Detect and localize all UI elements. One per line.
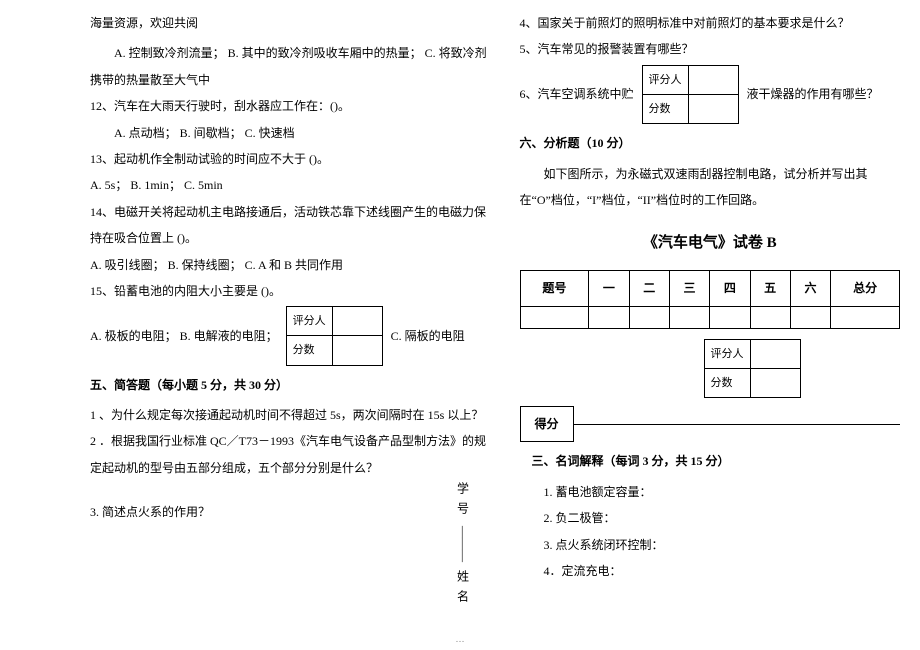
s5-q4: 4、国家关于前照灯的照明标准中对前照灯的基本要求是什么？	[520, 10, 900, 36]
question-number-table: 题号 一 二 三 四 五 六 总分	[520, 270, 900, 328]
qnum-cell: 题号	[520, 271, 589, 306]
term4: 4．定流充电：	[520, 558, 900, 584]
q15: 15、铅蓄电池的内阻大小主要是 ()。	[90, 278, 490, 304]
q15-options-row: A. 极板的电阻； B. 电解液的电阻； 评分人 分数 C. 隔板的电阻	[90, 304, 490, 367]
score-box-q6: 评分人 分数	[642, 65, 739, 124]
header-note: 海量资源，欢迎共阅	[90, 10, 490, 36]
score-label: 分数	[286, 336, 332, 365]
q12-options: A. 点动档； B. 间歇档； C. 快速档	[90, 120, 490, 146]
q14: 14、电磁开关将起动机主电路接通后，活动铁芯靠下述线圈产生的电磁力保持在吸合位置…	[90, 199, 490, 252]
s5-q5: 5、汽车常见的报警装置有哪些？	[520, 36, 900, 62]
term1: 1. 蓄电池额定容量：	[520, 479, 900, 505]
q15-options-a: A. 极板的电阻； B. 电解液的电阻；	[90, 323, 278, 349]
score-value	[332, 336, 382, 365]
scorer-value	[332, 307, 382, 336]
footer-mark: …	[456, 634, 465, 644]
qnum-cell: 一	[589, 271, 629, 306]
scorer-label: 评分人	[704, 339, 750, 368]
score-box-q15: 评分人 分数	[286, 306, 383, 365]
scorer-value	[688, 65, 738, 94]
qnum-cell: 六	[790, 271, 830, 306]
spine-name: 姓名	[455, 570, 472, 610]
s5-q6-b: 液干燥器的作用有哪些？	[747, 81, 879, 107]
defen-label: 得分	[520, 406, 574, 442]
score-value	[750, 368, 800, 397]
qnum-cell: 二	[629, 271, 669, 306]
s5-q1: 1 、为什么规定每次接通起动机时间不得超过 5s，两次间隔时在 15s 以上？	[90, 402, 490, 428]
section5-title: 五、简答题（每小题 5 分，共 30 分）	[90, 372, 490, 398]
qnum-cell: 总分	[831, 271, 900, 306]
term2: 2. 负二极管：	[520, 505, 900, 531]
qnum-cell: 五	[750, 271, 790, 306]
scorer-label: 评分人	[642, 65, 688, 94]
q11-options: A. 控制致冷剂流量； B. 其中的致冷剂吸收车厢中的热量； C. 将致冷剂携带…	[90, 40, 490, 93]
qnum-cell: 四	[710, 271, 750, 306]
s5-q6-row: 6、汽车空调系统中贮 评分人 分数 液干燥器的作用有哪些？	[520, 63, 900, 126]
scorer-label: 评分人	[286, 307, 332, 336]
score-value	[688, 94, 738, 123]
section3-title: 三、名词解释（每词 3 分，共 15 分）	[520, 448, 900, 474]
s5-q3: 3. 简述点火系的作用？	[90, 499, 490, 525]
binding-spine: 学号 ——— 姓名	[448, 10, 478, 640]
q14-options: A. 吸引线圈； B. 保持线圈； C. A 和 B 共同作用	[90, 252, 490, 278]
term3: 3. 点火系统闭环控制：	[520, 532, 900, 558]
scorer-value	[750, 339, 800, 368]
score-label: 分数	[704, 368, 750, 397]
s5-q2: 2 ．根据我国行业标准 QC／T73－1993《汽车电气设备产品型制方法》的规定…	[90, 428, 490, 481]
sec6-body1: 如下图所示，为永磁式双速雨刮器控制电路，试分析并写出其	[520, 161, 900, 187]
section6-title: 六、分析题（10 分）	[520, 130, 900, 156]
spacer	[90, 481, 490, 499]
defen-line	[574, 424, 900, 425]
q12: 12、汽车在大雨天行驶时，刮水器应工作在：()。	[90, 93, 490, 119]
q13-options: A. 5s； B. 1min； C. 5min	[90, 172, 490, 198]
s5-q6-a: 6、汽车空调系统中贮	[520, 81, 634, 107]
spine-line1: ———	[456, 526, 471, 562]
score-label: 分数	[642, 94, 688, 123]
qnum-blank-row	[520, 306, 899, 328]
qnum-cell: 三	[669, 271, 709, 306]
q13: 13、起动机作全制动试验的时间应不大于 ()。	[90, 146, 490, 172]
right-column: 4、国家关于前照灯的照明标准中对前照灯的基本要求是什么？ 5、汽车常见的报警装置…	[520, 10, 900, 640]
exam-title: 《汽车电气》试卷 B	[520, 227, 900, 260]
right-score-box-wrap: 评分人 分数	[700, 337, 900, 400]
sec6-body2: 在“O”档位，“I”档位，“II”档位时的工作回路。	[520, 187, 900, 213]
score-box-right: 评分人 分数	[704, 339, 801, 398]
qnum-header-row: 题号 一 二 三 四 五 六 总分	[520, 271, 899, 306]
spine-student-id: 学号	[455, 482, 472, 522]
left-column: 海量资源，欢迎共阅 A. 控制致冷剂流量； B. 其中的致冷剂吸收车厢中的热量；…	[90, 10, 490, 640]
defen-row: 得分	[520, 406, 900, 442]
